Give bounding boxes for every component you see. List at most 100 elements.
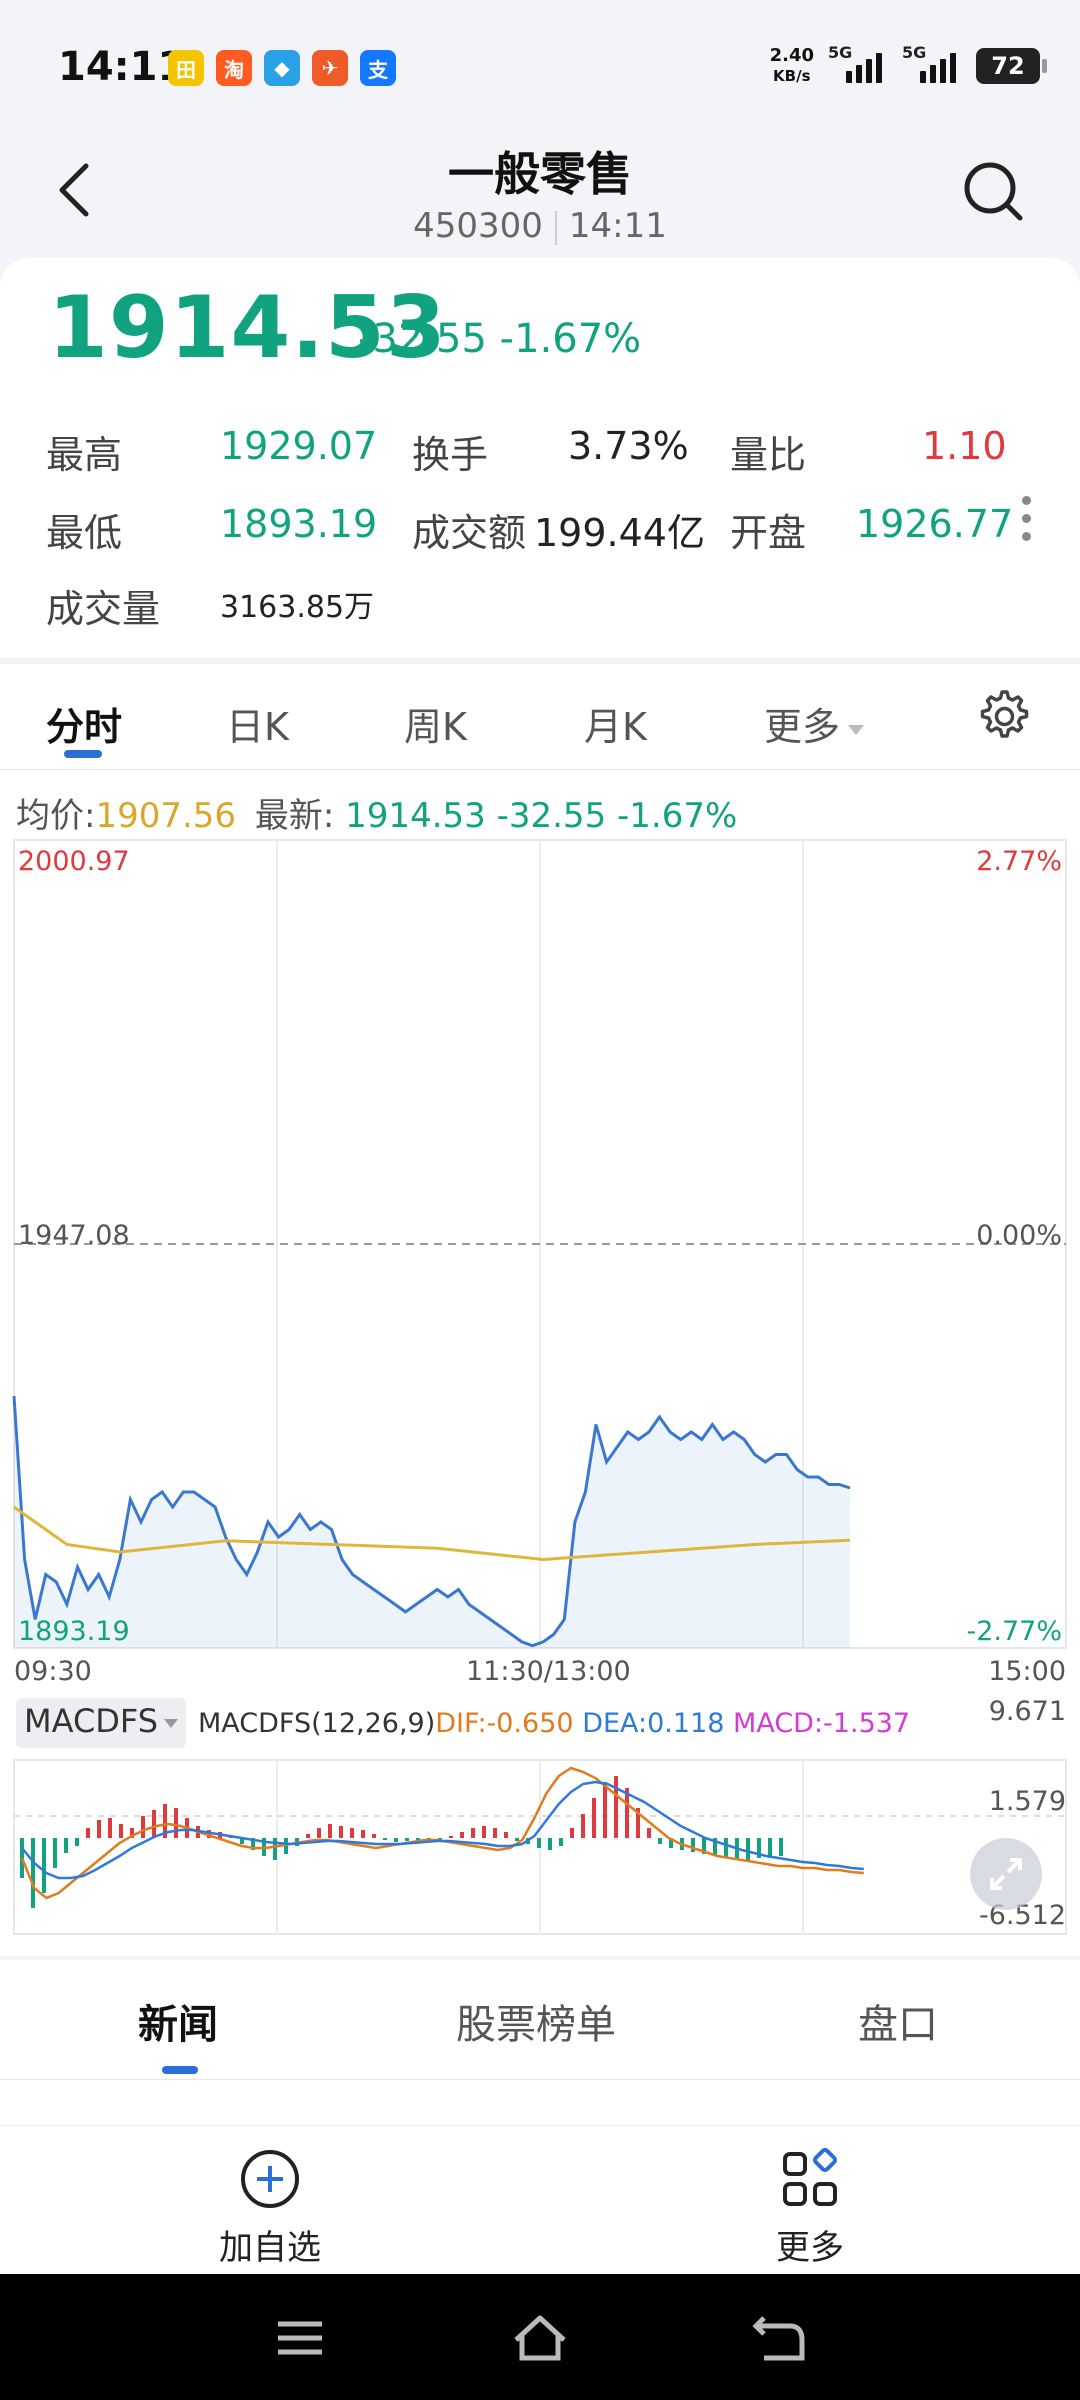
macd-bar bbox=[625, 1788, 629, 1838]
macd-bar bbox=[548, 1838, 552, 1850]
tab-news[interactable]: 新闻 bbox=[138, 2002, 218, 2048]
dif-line bbox=[20, 1766, 864, 1900]
tab-weekly-k[interactable]: 周K bbox=[404, 705, 467, 749]
macd-bar bbox=[361, 1830, 365, 1838]
network-speed: 2.40 KB/s bbox=[769, 45, 814, 86]
volume-value: 3163.85万 bbox=[220, 590, 375, 625]
home-icon[interactable] bbox=[510, 2310, 570, 2366]
macd-bar bbox=[119, 1824, 123, 1838]
intraday-chart-panel: 均价:1907.56 最新: 1914.53 -32.55 -1.67% 200… bbox=[0, 770, 1080, 1956]
vol-ratio-label: 量比 bbox=[730, 433, 807, 477]
macd-bar bbox=[75, 1838, 79, 1846]
macd-bar bbox=[152, 1810, 156, 1838]
latest-price: 1914.53 bbox=[345, 796, 486, 836]
turnover-value: 3.73% bbox=[568, 424, 689, 468]
macd-bar bbox=[581, 1814, 585, 1838]
tab-intraday[interactable]: 分时 bbox=[46, 705, 123, 749]
macd-bar bbox=[757, 1838, 761, 1858]
intraday-chart[interactable] bbox=[0, 770, 1080, 1956]
bottom-actions: 加自选 更多 bbox=[0, 2126, 1080, 2274]
macd-bar bbox=[691, 1838, 695, 1852]
avg-price: 1907.56 bbox=[95, 796, 237, 836]
x-mid-label: 11:30/13:00 bbox=[466, 1656, 631, 1687]
macd-bar bbox=[240, 1838, 244, 1844]
macd-bar bbox=[460, 1832, 464, 1838]
y-bottom-label: 1893.19 bbox=[18, 1616, 130, 1647]
pct-top-label: 2.77% bbox=[976, 846, 1062, 877]
macd-bar bbox=[779, 1838, 783, 1856]
tab-order-book[interactable]: 盘口 bbox=[858, 2002, 938, 2048]
menu-icon[interactable] bbox=[270, 2310, 330, 2366]
pct-bottom-label: -2.77% bbox=[966, 1616, 1062, 1647]
taobao-icon: 淘 bbox=[216, 50, 252, 86]
macd-bar bbox=[669, 1838, 673, 1848]
period-tabs: 分时 日K 周K 月K 更多 bbox=[0, 664, 1080, 770]
indicator-selector[interactable]: MACDFS bbox=[16, 1698, 187, 1748]
macd-bar bbox=[493, 1828, 497, 1838]
signal-1-icon: 5G bbox=[828, 43, 888, 83]
avg-price-line bbox=[13, 1505, 851, 1562]
macd-bar bbox=[328, 1824, 332, 1838]
macd-bar bbox=[658, 1838, 662, 1844]
open-value: 1926.77 bbox=[856, 502, 1014, 546]
macd-bar bbox=[515, 1838, 519, 1841]
macd-bar bbox=[383, 1838, 387, 1840]
macd-bar bbox=[504, 1832, 508, 1838]
back-icon[interactable] bbox=[46, 154, 106, 224]
macd-bar bbox=[317, 1828, 321, 1838]
add-watchlist-button[interactable]: 加自选 bbox=[170, 2146, 370, 2269]
macd-bar bbox=[394, 1838, 398, 1842]
macd-bar bbox=[141, 1816, 145, 1838]
macd-bar bbox=[702, 1838, 706, 1854]
tab-stock-ranking[interactable]: 股票榜单 bbox=[456, 2002, 616, 2048]
gear-icon[interactable] bbox=[974, 686, 1030, 742]
open-label: 开盘 bbox=[730, 511, 807, 555]
macd-bar bbox=[482, 1826, 486, 1838]
add-circle-icon bbox=[241, 2150, 299, 2208]
chart-info-line: 均价:1907.56 最新: 1914.53 -32.55 -1.67% bbox=[16, 796, 738, 836]
status-app-icons: 田淘 ◆ ✈ 支 bbox=[168, 50, 396, 86]
macd-bar bbox=[405, 1838, 409, 1841]
vol-ratio-value: 1.10 bbox=[922, 424, 1007, 468]
macd-bar bbox=[350, 1828, 354, 1838]
macd-bar bbox=[108, 1818, 112, 1838]
high-value: 1929.07 bbox=[220, 424, 378, 468]
macd-bar bbox=[636, 1808, 640, 1838]
back-nav-icon[interactable] bbox=[750, 2310, 810, 2366]
more-button[interactable]: 更多 bbox=[710, 2146, 910, 2269]
macd-mid-label: 1.579 bbox=[988, 1786, 1066, 1817]
more-vertical-icon[interactable] bbox=[1020, 496, 1032, 546]
turnover-label: 换手 bbox=[412, 433, 489, 477]
dea-line bbox=[21, 1780, 864, 1880]
macd-bar bbox=[284, 1838, 288, 1854]
tianmao-icon: 田 bbox=[168, 50, 204, 86]
macd-bar bbox=[449, 1836, 453, 1838]
low-value: 1893.19 bbox=[220, 502, 378, 546]
macd-bar bbox=[31, 1838, 35, 1908]
macd-bar bbox=[130, 1828, 134, 1838]
macd-bar bbox=[724, 1838, 728, 1858]
macd-bar bbox=[614, 1776, 618, 1838]
apps-grid-icon bbox=[783, 2147, 838, 2206]
tab-daily-k[interactable]: 日K bbox=[226, 705, 289, 749]
x-start-label: 09:30 bbox=[14, 1656, 92, 1687]
macd-top-label: 9.671 bbox=[988, 1696, 1066, 1727]
macd-bar bbox=[372, 1834, 376, 1838]
macd-bar bbox=[42, 1838, 46, 1893]
alipay-icon: 支 bbox=[360, 50, 396, 86]
macd-bar bbox=[306, 1834, 310, 1838]
macd-bar bbox=[570, 1828, 574, 1838]
y-mid-label: 1947.08 bbox=[18, 1220, 130, 1251]
page-title: 一般零售 bbox=[448, 147, 632, 201]
expand-icon bbox=[990, 1858, 1022, 1890]
quote-panel: 1914.53 -32.55 -1.67% 最高 1929.07 换手 3.73… bbox=[0, 258, 1080, 658]
macd-bar bbox=[163, 1804, 167, 1838]
tab-monthly-k[interactable]: 月K bbox=[584, 705, 647, 749]
price-area bbox=[14, 1396, 850, 1648]
status-right: 2.40 KB/s 5G 5G 72 bbox=[769, 43, 1047, 86]
tab-more[interactable]: 更多 bbox=[764, 696, 865, 751]
caret-down-icon bbox=[848, 724, 865, 735]
macd-bar bbox=[64, 1838, 68, 1853]
expand-chart-button[interactable] bbox=[970, 1838, 1042, 1910]
search-icon[interactable] bbox=[958, 156, 1028, 226]
